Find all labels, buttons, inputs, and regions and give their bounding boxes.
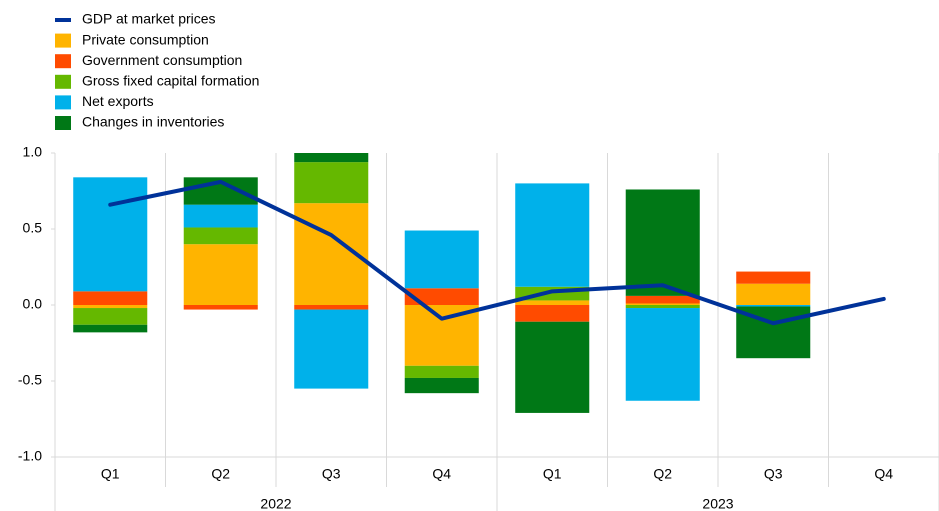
year-label: 2022 (260, 496, 291, 511)
gdp-line (108, 179, 886, 326)
legend-label: Government consumption (82, 52, 242, 68)
legend-marker (55, 54, 71, 69)
bar-segment (515, 305, 590, 322)
legend-marker (55, 95, 71, 110)
bar-segment (736, 271, 811, 284)
bar-segment (183, 305, 258, 310)
bar-segment (515, 300, 590, 305)
bar-segment (73, 305, 148, 309)
bar-segment (736, 283, 811, 305)
bar-segment (515, 321, 590, 413)
bar-segment (73, 291, 148, 305)
y-tick-label: 1.0 (23, 144, 43, 160)
legend-marker (55, 33, 71, 48)
x-tick-label: Q1 (101, 466, 120, 482)
bar-segment (625, 305, 700, 309)
legend-label: Gross fixed capital formation (82, 73, 259, 89)
x-tick-label: Q3 (764, 466, 783, 482)
bar-segment (404, 365, 479, 378)
legend-label: GDP at market prices (82, 11, 216, 27)
bar-segment (183, 204, 258, 228)
legend-label: Net exports (82, 93, 154, 109)
y-tick-label: -0.5 (18, 372, 42, 388)
bar-segment (73, 324, 148, 333)
x-tick-label: Q2 (653, 466, 672, 482)
bar-segment (625, 189, 700, 296)
y-tick-label: 0.0 (23, 296, 43, 312)
x-tick-label: Q3 (322, 466, 341, 482)
bar-segment (736, 305, 811, 307)
bar-segment (294, 305, 369, 310)
bar-segment (404, 230, 479, 289)
bar-segment (515, 183, 590, 287)
bar-segment (183, 244, 258, 305)
bar-segment (625, 303, 700, 305)
year-label: 2023 (702, 496, 733, 511)
bar-segment (294, 153, 369, 163)
bar-segment (625, 295, 700, 304)
bar-segment (294, 162, 369, 204)
bar-segment (404, 377, 479, 394)
x-tick-label: Q2 (211, 466, 230, 482)
bar-segment (625, 308, 700, 401)
bar-segment (404, 288, 479, 305)
legend-label: Private consumption (82, 31, 209, 47)
legend-label: Changes in inventories (82, 114, 224, 130)
bar-segment (294, 309, 369, 389)
bar-segment (404, 305, 479, 366)
bar-segment (183, 227, 258, 245)
y-tick-label: -1.0 (18, 448, 42, 464)
legend-marker (55, 116, 71, 130)
bar-segment (73, 308, 148, 325)
y-tick-label: 0.5 (23, 220, 43, 236)
bar-segment (73, 177, 148, 292)
x-tick-label: Q4 (874, 466, 893, 482)
x-tick-label: Q1 (543, 466, 562, 482)
legend-marker (55, 74, 71, 89)
x-tick-label: Q4 (432, 466, 451, 482)
